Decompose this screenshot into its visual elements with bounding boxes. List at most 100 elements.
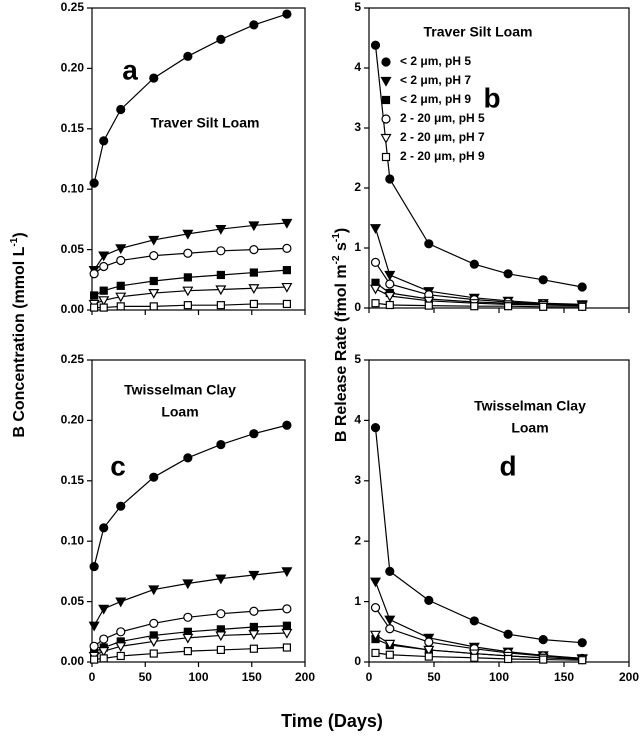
series-line: [93, 424, 288, 567]
data-point: [369, 577, 382, 588]
y-tick-label: 1: [354, 240, 361, 254]
data-point: [249, 299, 258, 309]
data-point: [98, 647, 110, 657]
data-point: [216, 439, 226, 450]
x-tick-label: 0: [89, 670, 96, 684]
data-point: [216, 301, 225, 310]
data-point: [216, 609, 226, 619]
data-point: [183, 453, 193, 463]
data-point: [470, 302, 479, 311]
data-point: [424, 595, 434, 605]
data-point: [215, 285, 227, 296]
y-tick-label: 4: [354, 413, 361, 427]
y-axis-label: B Concentration (mmol L-1): [9, 232, 28, 437]
y-tick-label: 2: [354, 180, 361, 194]
data-point: [577, 282, 587, 292]
data-point: [369, 224, 382, 234]
data-point: [281, 628, 293, 639]
data-point: [115, 292, 127, 303]
data-point: [249, 245, 259, 255]
data-point: [281, 567, 293, 578]
data-point: [90, 655, 99, 664]
legend-label: < 2 μm, pH 7: [400, 73, 471, 87]
legend-label: 2 - 20 μm, pH 7: [400, 130, 485, 144]
data-point: [249, 622, 258, 632]
data-point: [370, 423, 381, 433]
data-point: [423, 645, 435, 656]
data-point: [216, 645, 225, 655]
data-point: [88, 621, 100, 632]
data-point: [249, 20, 259, 30]
data-point: [183, 273, 192, 282]
y-axis-label-part: -1: [9, 237, 20, 246]
data-point: [503, 269, 513, 279]
data-point: [369, 630, 382, 641]
legend-marker: [380, 76, 392, 87]
y-tick-label: 0: [354, 300, 361, 314]
legend-marker: [381, 57, 391, 67]
x-tick-label: 50: [427, 670, 441, 684]
y-tick-label: 0.10: [61, 181, 85, 195]
series-line: [374, 228, 583, 305]
data-point: [384, 270, 396, 281]
annotation: Traver Silt Loam: [151, 115, 260, 131]
data-point: [503, 629, 513, 639]
data-point: [370, 257, 381, 267]
data-point: [470, 653, 479, 662]
data-point: [182, 229, 194, 240]
y-tick-label: 0.05: [61, 242, 85, 256]
data-point: [149, 73, 159, 83]
data-point: [248, 570, 260, 581]
data-point: [89, 561, 99, 572]
data-point: [115, 642, 127, 653]
data-point: [182, 286, 194, 297]
data-point: [182, 633, 194, 644]
y-tick-label: 0.20: [61, 413, 85, 427]
data-point: [90, 291, 99, 300]
data-point: [116, 627, 126, 637]
y-axis-label-part: -1: [331, 233, 342, 242]
x-tick-label: 50: [139, 670, 153, 684]
data-point: [538, 275, 548, 285]
data-point: [98, 296, 110, 307]
legend-marker: [381, 152, 391, 162]
data-point: [248, 630, 260, 640]
data-point: [215, 631, 227, 642]
data-point: [384, 615, 396, 626]
annotation: Twisselman Clay: [474, 398, 586, 414]
data-point: [282, 243, 292, 253]
legend-label: 2 - 20 μm, pH 9: [400, 149, 485, 163]
data-point: [98, 251, 110, 262]
data-point: [215, 574, 227, 585]
y-tick-label: 2: [354, 533, 361, 547]
data-point: [99, 523, 109, 533]
data-point: [149, 649, 158, 658]
data-point: [116, 104, 126, 115]
y-axis-label-part: B Concentration (mmol L: [11, 246, 28, 437]
data-point: [89, 641, 99, 651]
data-point: [424, 652, 433, 661]
data-point: [148, 637, 160, 648]
data-point: [183, 647, 192, 656]
data-point: [371, 648, 380, 658]
data-point: [469, 616, 479, 626]
data-point: [578, 656, 587, 665]
data-point: [385, 650, 394, 659]
data-point: [116, 281, 125, 290]
y-axis-label-part: B Release Rate (fmol m: [333, 264, 350, 442]
data-point: [282, 266, 291, 275]
y-tick-label: 4: [354, 60, 361, 74]
data-point: [504, 302, 513, 311]
y-tick-label: 0.15: [61, 121, 85, 135]
data-point: [249, 268, 258, 277]
data-point: [183, 51, 193, 61]
data-point: [115, 244, 127, 255]
panel-label: a: [122, 54, 138, 85]
data-point: [248, 221, 260, 232]
data-point: [469, 259, 479, 269]
data-point: [216, 34, 226, 45]
annotation: Loam: [511, 420, 548, 436]
data-point: [99, 286, 108, 295]
data-point: [371, 299, 380, 308]
